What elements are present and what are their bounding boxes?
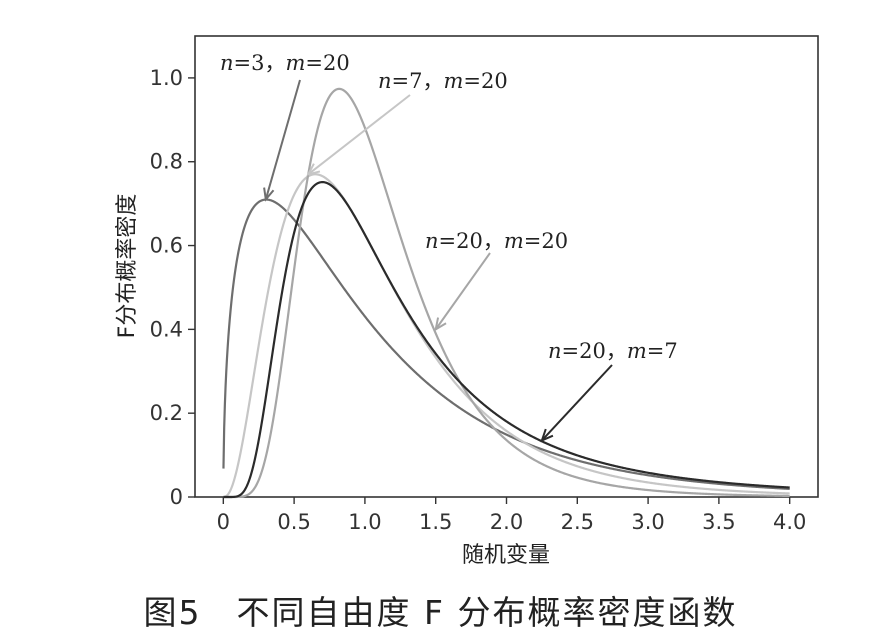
annotation-n3-m20: n=3，m=20: [220, 51, 350, 75]
y-axis-ticks: 0 0.2 0.4 0.6 0.8 1.0: [150, 66, 195, 509]
figure-caption: 图5 不同自由度 F 分布概率密度函数: [143, 593, 738, 632]
y-axis-label: F分布概率密度: [115, 194, 140, 339]
annotation-n20-m7: n=20，m=7: [548, 339, 678, 363]
x-tick-label: 3.0: [631, 510, 664, 534]
annotation-n7-m20: n=7，m=20: [378, 69, 508, 93]
y-tick-label: 0.2: [150, 401, 183, 425]
x-tick-label: 3.5: [702, 510, 735, 534]
x-tick-label: 4.0: [773, 510, 806, 534]
annotation-n20-m20: n=20，m=20: [425, 229, 568, 253]
annotation-arrow: [434, 252, 491, 330]
x-tick-label: 0.5: [277, 510, 310, 534]
curves: [222, 87, 790, 499]
y-tick-label: 0.6: [150, 234, 183, 258]
arrow-head: [434, 317, 447, 332]
x-tick-label: 1.0: [348, 510, 381, 534]
arrow-head: [306, 163, 321, 176]
y-tick-label: 0.4: [150, 317, 183, 341]
curve-n20-m7: [223, 180, 790, 499]
x-axis-ticks: 0 0.5 1.0 1.5 2.0 2.5 3.0 3.5 4.0: [217, 497, 806, 534]
annotation-arrow: [541, 364, 613, 442]
arrow-head: [263, 187, 275, 202]
y-tick-label: 0.8: [150, 150, 183, 174]
x-tick-label: 2.0: [490, 510, 523, 534]
plot-frame: [194, 35, 819, 498]
x-tick-label: 0: [217, 510, 230, 534]
curve-n3-m20: [222, 198, 790, 490]
x-tick-label: 2.5: [561, 510, 594, 534]
x-axis-label: 随机变量: [462, 543, 550, 568]
y-tick-label: 0: [170, 485, 183, 509]
curve-n20-m20: [223, 87, 790, 499]
x-tick-label: 1.5: [419, 510, 452, 534]
annotation-arrow: [264, 79, 301, 200]
annotations: n=3，m=20 n=7，m=20 n=20，m=20 n=20，m=7: [220, 51, 678, 443]
plot-area: 0 0.5 1.0 1.5 2.0 2.5 3.0 3.5 4.0 0 0.2 0.4 0.6 0.8 1…: [150, 35, 819, 534]
arrow-head: [540, 428, 554, 443]
annotation-arrow: [307, 94, 411, 176]
y-tick-label: 1.0: [150, 66, 183, 90]
curve-n7-m20: [223, 173, 790, 499]
